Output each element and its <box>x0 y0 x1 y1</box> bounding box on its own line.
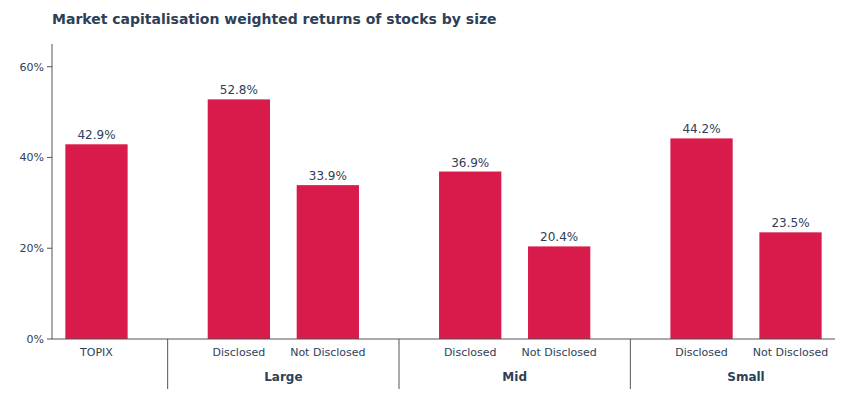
y-axis <box>52 44 53 339</box>
group-separator <box>399 339 400 389</box>
bars <box>65 99 821 339</box>
title: Market capitalisation weighted returns o… <box>52 11 497 27</box>
page: {"chart_data": {"type": "bar", "title": … <box>0 0 855 401</box>
x-tick-label: Disclosed <box>213 346 266 359</box>
group-separator <box>630 339 631 389</box>
y-tick <box>47 248 52 249</box>
group-label: Small <box>727 370 764 384</box>
group-label: Mid <box>502 370 527 384</box>
x-tick-label: TOPIX <box>79 346 113 359</box>
bar <box>297 185 359 339</box>
data-label: 20.4% <box>540 230 578 244</box>
data-label: 33.9% <box>309 169 347 183</box>
group-separator <box>167 339 168 389</box>
y-tick-label: 20% <box>20 242 44 255</box>
bar <box>439 172 501 339</box>
bar <box>759 232 821 339</box>
data-label: 23.5% <box>771 216 809 230</box>
bar <box>670 138 732 339</box>
y-tick <box>47 157 52 158</box>
group-label: Large <box>264 370 302 384</box>
data-label: 52.8% <box>220 83 258 97</box>
bar <box>528 246 590 339</box>
y-tick <box>47 66 52 67</box>
x-tick-label: Not Disclosed <box>753 346 828 359</box>
chart: Market capitalisation weighted returns o… <box>0 0 855 401</box>
bar <box>208 99 270 339</box>
y-tick-label: 60% <box>20 61 44 74</box>
y-tick <box>47 339 52 340</box>
bar <box>65 144 127 339</box>
x-tick-label: Not Disclosed <box>521 346 596 359</box>
x-axis <box>52 339 835 340</box>
y-tick-label: 40% <box>20 151 44 164</box>
data-label: 42.9% <box>77 128 115 142</box>
y-tick-label: 0% <box>27 333 44 346</box>
x-tick-label: Disclosed <box>444 346 497 359</box>
x-tick-label: Disclosed <box>675 346 728 359</box>
x-tick-label: Not Disclosed <box>290 346 365 359</box>
data-label: 44.2% <box>682 122 720 136</box>
data-label: 36.9% <box>451 156 489 170</box>
